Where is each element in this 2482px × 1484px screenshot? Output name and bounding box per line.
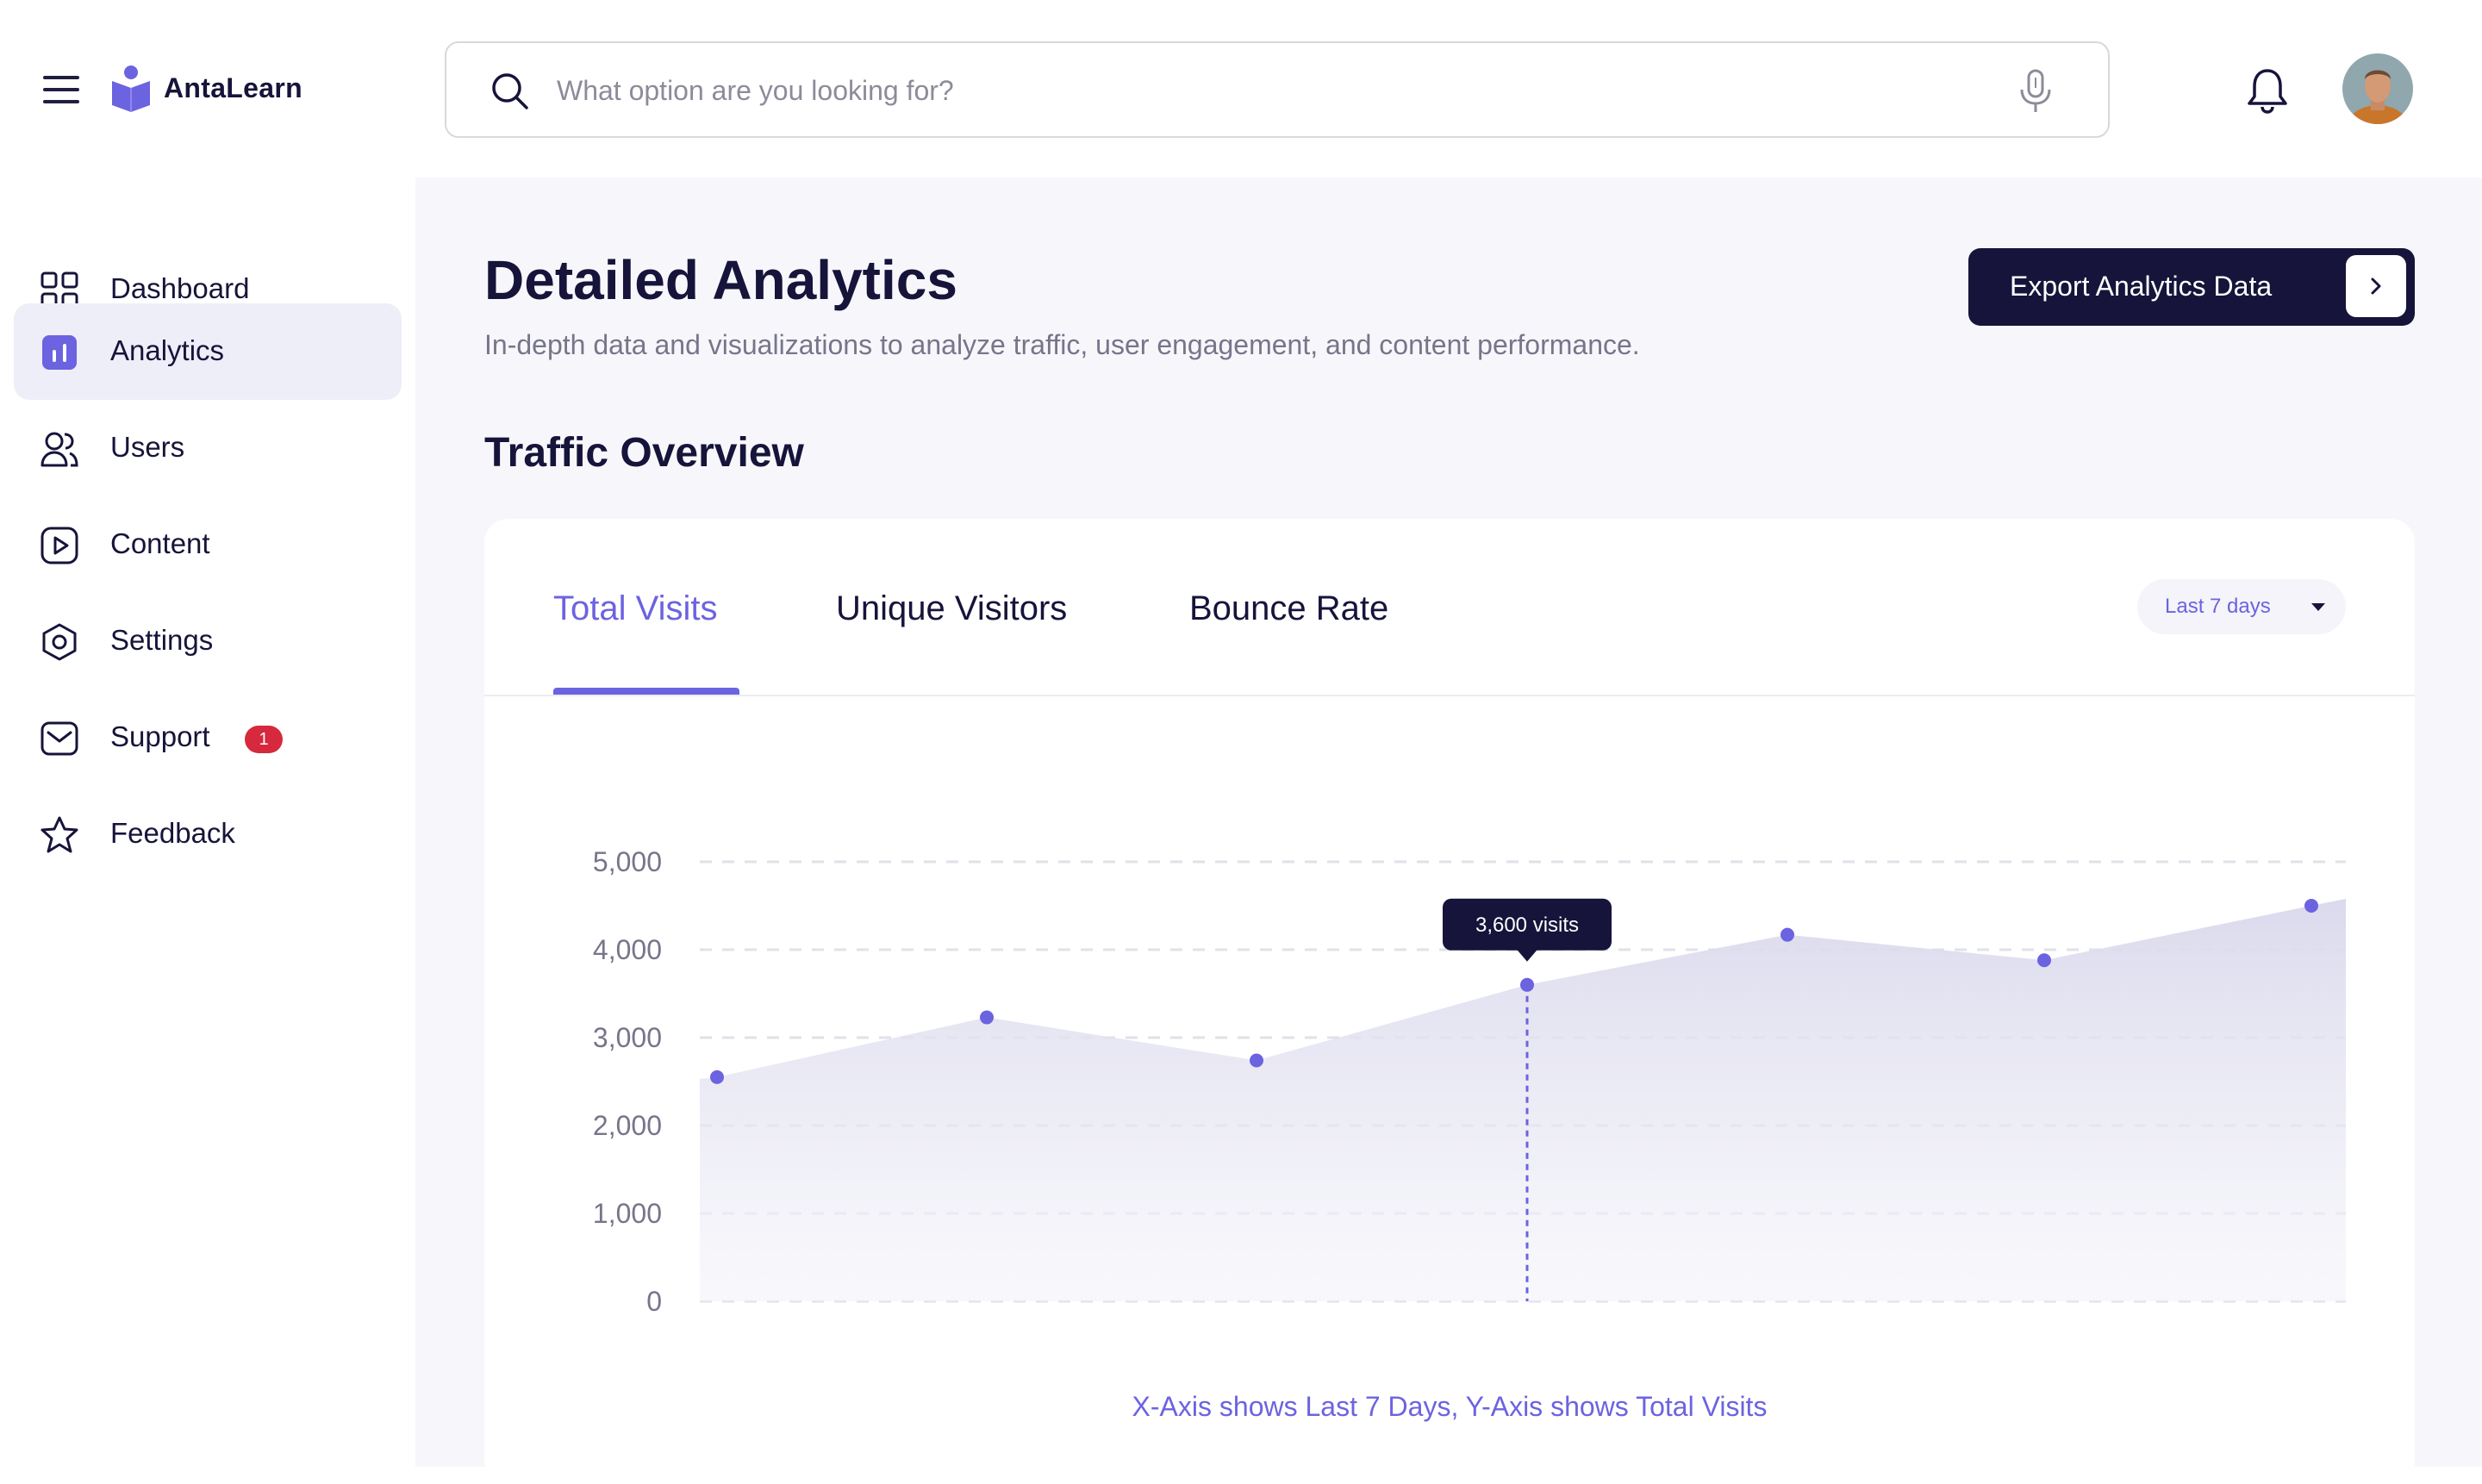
- sidebar-item-analytics[interactable]: Analytics: [14, 303, 402, 400]
- main-content: Detailed Analytics In-depth data and vis…: [415, 178, 2482, 1484]
- microphone-icon[interactable]: [2017, 69, 2055, 114]
- notification-bell-icon[interactable]: [2246, 67, 2289, 114]
- date-range-label: Last 7 days: [2165, 595, 2271, 618]
- chevron-right-icon: [2346, 255, 2406, 317]
- menu-icon[interactable]: [43, 72, 79, 107]
- sidebar-item-label: Dashboard: [110, 272, 250, 304]
- star-icon: [41, 816, 78, 853]
- search-input[interactable]: [557, 65, 2022, 115]
- y-tick-label: 4,000: [593, 934, 662, 965]
- sidebar-item-dashboard[interactable]: Dashboard: [14, 241, 402, 338]
- sidebar-item-settings[interactable]: Settings: [14, 593, 402, 689]
- date-range-select[interactable]: Last 7 days: [2137, 579, 2346, 634]
- app-logo[interactable]: AntaLearn: [110, 64, 302, 112]
- app-name: AntaLearn: [164, 72, 302, 103]
- logo-icon: [112, 65, 150, 112]
- data-point: [2037, 953, 2051, 968]
- tooltip-box: [1443, 898, 1612, 951]
- export-analytics-button[interactable]: Export Analytics Data: [1968, 248, 2415, 326]
- sidebar-item-users[interactable]: Users: [14, 400, 402, 496]
- sidebar-item-label: Content: [110, 527, 210, 559]
- tooltip-pointer: [1517, 949, 1537, 962]
- page-title: Detailed Analytics: [484, 249, 957, 311]
- sidebar-item-support[interactable]: Support 1: [14, 689, 402, 786]
- notification-badge: 1: [245, 726, 283, 753]
- sidebar-item-content[interactable]: Content: [14, 496, 402, 593]
- data-point: [1250, 1053, 1263, 1068]
- export-button-label: Export Analytics Data: [2010, 271, 2273, 302]
- search-icon: [492, 73, 528, 109]
- search-bar: [445, 41, 2110, 138]
- tabs-divider: [484, 695, 2415, 696]
- page-subtitle: In-depth data and visualizations to anal…: [484, 329, 1640, 360]
- bar-chart-icon: [42, 335, 77, 370]
- mail-icon: [41, 721, 78, 756]
- tab-total-visits[interactable]: Total Visits: [553, 589, 718, 627]
- data-point: [1520, 977, 1534, 992]
- y-tick-label: 0: [646, 1286, 662, 1317]
- data-point: [2304, 899, 2318, 913]
- settings-icon: [42, 623, 77, 661]
- play-icon: [41, 527, 78, 564]
- sidebar-item-label: Analytics: [110, 334, 225, 366]
- data-point: [980, 1010, 994, 1025]
- avatar-image: [2342, 53, 2413, 124]
- y-tick-label: 3,000: [593, 1022, 662, 1053]
- sidebar-item-label: Settings: [110, 624, 214, 656]
- sidebar: Dashboard Analytics Users Content Settin…: [0, 178, 415, 1467]
- top-bar: AntaLearn: [0, 0, 2482, 178]
- area-fill: [700, 899, 2346, 1301]
- section-title: Traffic Overview: [484, 430, 804, 476]
- active-tab-indicator: [553, 688, 739, 695]
- sidebar-item-label: Users: [110, 431, 185, 463]
- tab-unique-visitors[interactable]: Unique Visitors: [836, 589, 1068, 627]
- y-tick-label: 2,000: [593, 1110, 662, 1141]
- data-point: [1780, 927, 1794, 942]
- axis-description: X-Axis shows Last 7 Days, Y-Axis shows T…: [1132, 1391, 1768, 1422]
- tab-bounce-rate[interactable]: Bounce Rate: [1189, 589, 1389, 627]
- sidebar-item-feedback[interactable]: Feedback: [14, 786, 402, 882]
- users-icon: [41, 432, 78, 467]
- tooltip-text: 3,600 visits: [1475, 913, 1579, 937]
- sidebar-item-label: Feedback: [110, 817, 235, 849]
- sidebar-item-label: Support: [110, 720, 210, 752]
- user-avatar[interactable]: [2342, 53, 2413, 124]
- y-tick-label: 5,000: [593, 846, 662, 877]
- caret-down-icon: [2311, 603, 2325, 611]
- y-tick-label: 1,000: [593, 1198, 662, 1229]
- data-point: [710, 1069, 724, 1084]
- traffic-card: Total Visits Unique Visitors Bounce Rate…: [484, 519, 2415, 1484]
